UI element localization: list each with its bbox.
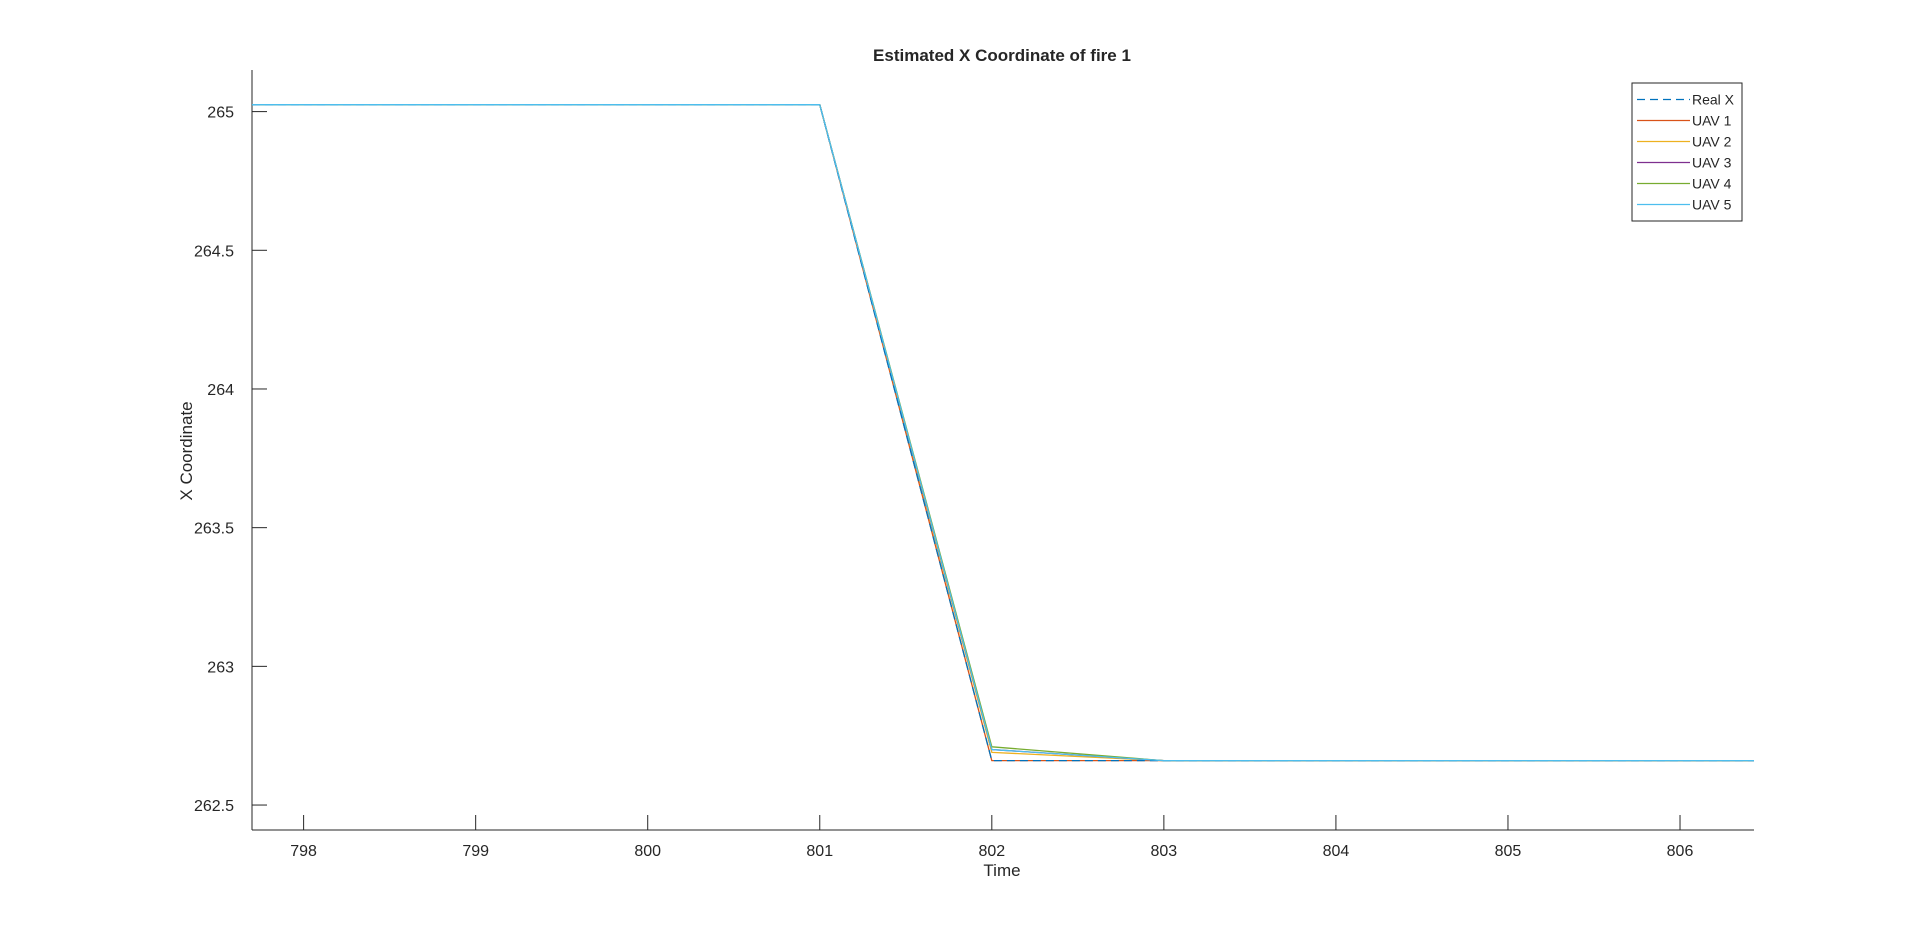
legend-label: UAV 3 [1692,155,1732,171]
x-tick-label: 802 [978,843,1005,860]
series-line-uav-2 [252,104,1754,762]
legend-label: UAV 4 [1692,176,1732,192]
x-tick-label: 806 [1667,843,1694,860]
x-tick-label: 805 [1495,843,1522,860]
series-line-uav-5 [252,104,1754,762]
axes: 798 799 800 801 802 803 804 805 806 262.5 263 263.5… [194,70,1754,860]
x-tick-label: 804 [1323,843,1350,860]
legend-label: UAV 5 [1692,197,1732,213]
x-tick-label: 800 [634,843,661,860]
legend: Real X UAV 1 UAV 2 UAV 3 UAV 4 UAV 5 [1631,82,1743,222]
y-tick-label: 262.5 [194,798,234,815]
x-tick-label: 801 [806,843,833,860]
series-line-uav-4 [252,104,1754,762]
x-tick-label: 799 [462,843,489,860]
series-line-uav-3 [252,104,1754,762]
plot-area [252,104,1754,762]
y-tick-label: 265 [207,105,234,122]
series-line-real-x [252,104,1754,762]
y-tick-label: 264.5 [194,243,234,260]
x-tick-label: 803 [1151,843,1178,860]
y-axis-label: X Coordinate [177,401,196,500]
series-line-uav-1 [252,104,1754,762]
y-tick-label: 263.5 [194,521,234,538]
y-tick-label: 263 [207,659,234,676]
legend-label: UAV 1 [1692,113,1732,129]
chart-title: Estimated X Coordinate of fire 1 [873,46,1131,65]
legend-label: Real X [1692,92,1735,108]
y-tick-label: 264 [207,382,234,399]
legend-label: UAV 2 [1692,134,1732,150]
x-tick-label: 798 [290,843,317,860]
legend-box [1631,82,1743,222]
x-axis-label: Time [983,861,1020,880]
